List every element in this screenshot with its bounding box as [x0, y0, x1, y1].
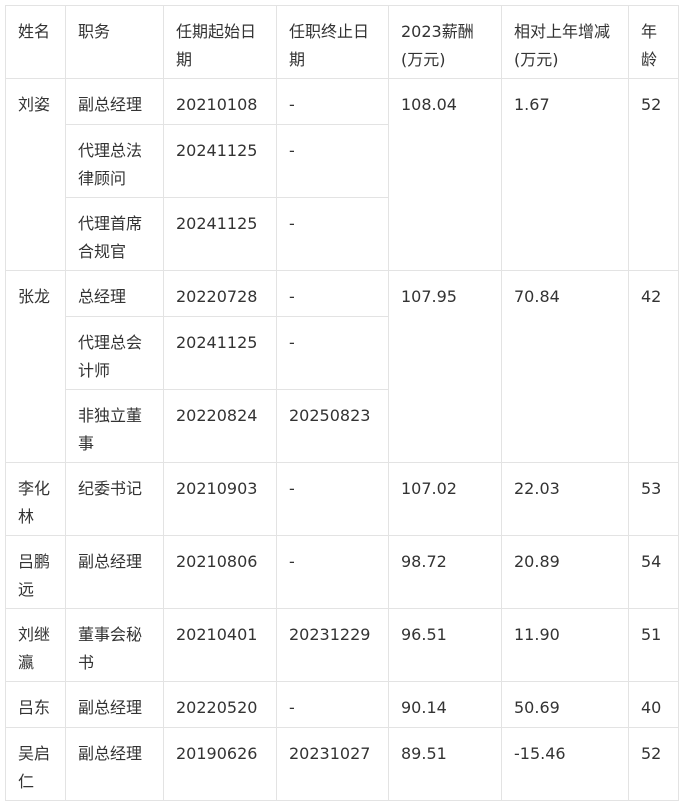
cell-end-date: - — [276, 681, 389, 728]
cell-change: 22.03 — [501, 462, 629, 536]
cell-title: 代理总会计师 — [65, 316, 164, 390]
cell-name: 李化林 — [5, 462, 66, 536]
cell-title: 副总经理 — [65, 727, 164, 801]
header-end-date: 任职终止日期 — [276, 5, 389, 79]
cell-age: 40 — [628, 681, 679, 728]
table-row: 刘姿 副总经理 20210108-108.04 1.67 52 — [5, 78, 679, 271]
cell-salary-2023: 98.72 — [388, 535, 502, 609]
cell-start-date: 20210806 — [163, 535, 277, 609]
cell-title: 副总经理 — [65, 78, 164, 125]
table-row: 张龙 总经理 20220728-107.95 70.84 42 — [5, 270, 679, 463]
cell-start-date: 20210903 — [163, 462, 277, 536]
cell-age: 54 — [628, 535, 679, 609]
cell-age: 53 — [628, 462, 679, 536]
cell-age: 51 — [628, 608, 679, 682]
cell-start-date: 20220520 — [163, 681, 277, 728]
cell-end-date: 20250823 — [276, 389, 389, 463]
cell-title: 副总经理 — [65, 681, 164, 728]
table-row: 刘继瀛 董事会秘书 20210401 20231229 96.51 11.90 51 — [5, 608, 679, 682]
cell-name: 吕鹏远 — [5, 535, 66, 609]
cell-end-date: - — [276, 462, 389, 536]
header-row: 姓名 职务 任期起始日期 任职终止日期 2023薪酬(万元) 相对上年增减(万元) 年龄 — [5, 5, 679, 79]
cell-title: 纪委书记 — [65, 462, 164, 536]
cell-salary-2023: 108.04 — [388, 78, 502, 271]
cell-salary-2023: 107.02 — [388, 462, 502, 536]
cell-name: 张龙 — [5, 270, 66, 463]
table-row: 代理总会计师 20241125- — [6, 316, 679, 390]
cell-age: 42 — [628, 270, 679, 463]
cell-name: 吴启仁 — [5, 727, 66, 801]
cell-change: 50.69 — [501, 681, 629, 728]
cell-end-date: - — [276, 270, 389, 317]
cell-salary-2023: 96.51 — [388, 608, 502, 682]
cell-start-date: 20241125 — [163, 197, 277, 271]
cell-salary-2023: 107.95 — [388, 270, 502, 463]
cell-name: 刘继瀛 — [5, 608, 66, 682]
cell-start-date: 20241125 — [163, 316, 277, 390]
cell-start-date: 20220824 — [163, 389, 277, 463]
cell-title: 副总经理 — [65, 535, 164, 609]
cell-start-date: 20241125 — [163, 124, 277, 198]
cell-change: 20.89 — [501, 535, 629, 609]
header-start-date: 任期起始日期 — [163, 5, 277, 79]
header-salary-2023: 2023薪酬(万元) — [388, 5, 502, 79]
table-row: 非独立董事 20220824 20250823 — [6, 389, 679, 463]
executive-compensation-table: 姓名 职务 任期起始日期 任职终止日期 2023薪酬(万元) 相对上年增减(万元) 年龄 刘姿… — [5, 5, 679, 801]
cell-name: 刘姿 — [5, 78, 66, 271]
header-title: 职务 — [65, 5, 164, 79]
table-row: 李化林 纪委书记 20210903-107.02 22.03 53 — [5, 462, 679, 536]
cell-name: 吕东 — [5, 681, 66, 728]
cell-age: 52 — [628, 78, 679, 271]
header-change: 相对上年增减(万元) — [501, 5, 629, 79]
cell-start-date: 20220728 — [163, 270, 277, 317]
cell-title: 代理首席合规官 — [65, 197, 164, 271]
cell-end-date: - — [276, 78, 389, 125]
cell-age: 52 — [628, 727, 679, 801]
cell-end-date: 20231027 — [276, 727, 389, 801]
header-name: 姓名 — [5, 5, 66, 79]
cell-end-date: - — [276, 124, 389, 198]
table-row: 吕东 副总经理 20220520-90.14 50.69 40 — [5, 681, 679, 728]
cell-salary-2023: 90.14 — [388, 681, 502, 728]
table-row: 代理首席合规官 20241125- — [6, 197, 679, 271]
cell-change: 70.84 — [501, 270, 629, 463]
cell-title: 代理总法律顾问 — [65, 124, 164, 198]
cell-start-date: 20190626 — [163, 727, 277, 801]
cell-salary-2023: 89.51 — [388, 727, 502, 801]
table-row: 吴启仁 副总经理 20190626 20231027 89.51 -15.46 52 — [5, 727, 679, 801]
cell-end-date: - — [276, 197, 389, 271]
cell-end-date: - — [276, 316, 389, 390]
header-age: 年龄 — [628, 5, 679, 79]
cell-title: 非独立董事 — [65, 389, 164, 463]
cell-title: 总经理 — [65, 270, 164, 317]
cell-change: -15.46 — [501, 727, 629, 801]
cell-end-date: 20231229 — [276, 608, 389, 682]
cell-change: 11.90 — [501, 608, 629, 682]
cell-change: 1.67 — [501, 78, 629, 271]
cell-start-date: 20210401 — [163, 608, 277, 682]
cell-title: 董事会秘书 — [65, 608, 164, 682]
cell-end-date: - — [276, 535, 389, 609]
table-row: 吕鹏远 副总经理 20210806-98.72 20.89 54 — [5, 535, 679, 609]
table-row: 代理总法律顾问 20241125- — [6, 124, 679, 198]
cell-start-date: 20210108 — [163, 78, 277, 125]
